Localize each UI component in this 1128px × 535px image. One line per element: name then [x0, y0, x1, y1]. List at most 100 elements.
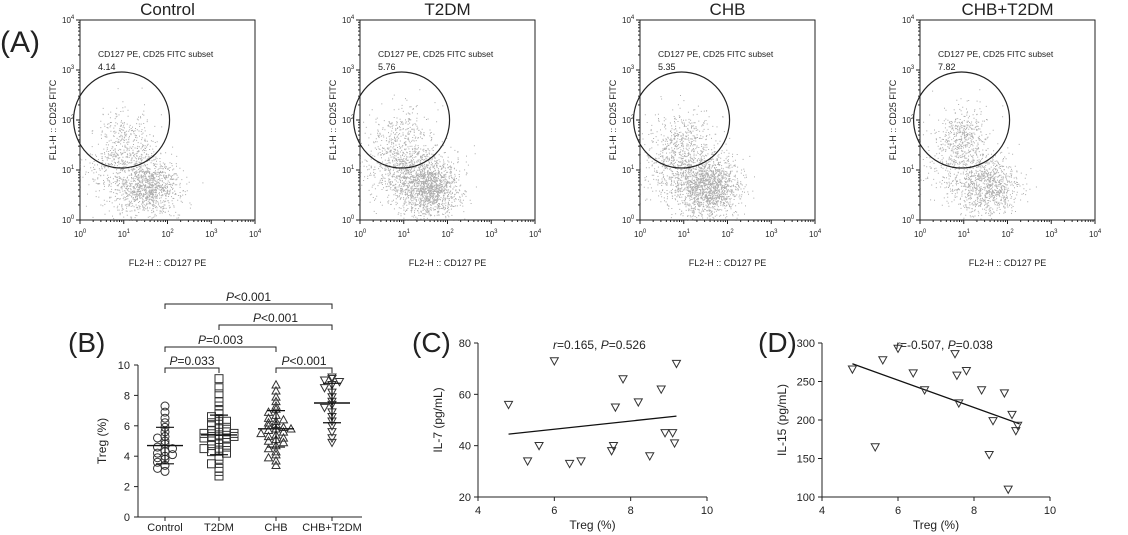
regression-line	[852, 363, 1020, 425]
data-point	[153, 433, 162, 443]
flow-plot-title: T2DM	[424, 0, 470, 19]
data-point	[263, 443, 274, 453]
x-tick-label: 104	[1089, 229, 1102, 239]
x-tick-label: 101	[398, 229, 411, 239]
data-point	[214, 389, 224, 399]
significance-bracket: P<0.001	[218, 311, 333, 330]
x-tick-label: 101	[958, 229, 971, 239]
data-point	[534, 441, 544, 451]
x-tick-exponent: 3	[1054, 229, 1058, 235]
y-tick-exponent: 1	[351, 165, 355, 171]
x-tick-label: 100	[634, 229, 647, 239]
data-point	[606, 447, 617, 456]
x-tick-label: 8	[628, 505, 634, 517]
event-dots	[360, 89, 477, 221]
bracket-line	[164, 346, 277, 352]
x-tick-exponent: 4	[1098, 229, 1102, 235]
y-tick-label: 104	[902, 15, 915, 25]
x-tick-exponent: 1	[127, 229, 131, 235]
x-tick-exponent: 0	[83, 229, 87, 235]
y-tick-label: 80	[459, 338, 471, 350]
y-tick-label: 104	[342, 15, 355, 25]
gate-label: CD127 PE, CD25 FITC subset	[658, 49, 774, 59]
flow-plot-title: Control	[140, 0, 195, 19]
data-point	[153, 453, 162, 463]
data-point	[656, 385, 667, 395]
data-point	[214, 454, 224, 464]
y-tick-label: 150	[797, 454, 815, 466]
significance-bracket: P<0.001	[164, 290, 333, 309]
gate-circle	[72, 71, 171, 169]
panel-letter: (C)	[412, 327, 451, 358]
x-tick-label: 4	[475, 505, 481, 517]
x-tick-label: 6	[895, 505, 901, 517]
data-point	[271, 449, 281, 459]
data-point	[153, 442, 162, 452]
x-tick-exponent: 3	[774, 229, 778, 235]
y-tick-label: 101	[62, 165, 75, 175]
data-point	[976, 386, 987, 395]
bracket-line	[164, 367, 220, 373]
x-tick-label: 102	[722, 229, 735, 239]
data-point	[327, 381, 337, 390]
gate-value: 7.82	[938, 62, 956, 72]
x-tick-exponent: 1	[407, 229, 411, 235]
significance-bracket: P<0.001	[275, 354, 333, 373]
y-tick-label: 250	[797, 377, 815, 389]
p-symbol: P	[226, 290, 234, 304]
x-tick-label: 103	[1045, 229, 1058, 239]
x-tick-label: 8	[971, 505, 977, 517]
data-point	[207, 459, 216, 469]
p-value-label: P<0.001	[253, 311, 298, 325]
y-tick-label: 101	[622, 165, 635, 175]
regression-line	[508, 415, 677, 435]
data-point	[327, 373, 337, 383]
data-point	[919, 386, 930, 395]
r-value: =0.165,	[557, 338, 601, 352]
x-axis-label: FL2-H :: CD127 PE	[129, 258, 207, 268]
data-point	[271, 460, 281, 470]
y-axis-label: FL1-H :: CD25 FITC	[328, 79, 338, 160]
data-point	[199, 444, 209, 454]
x-tick-exponent: 2	[1010, 229, 1014, 235]
panel-letter: (D)	[758, 327, 797, 358]
x-tick-label: 103	[485, 229, 498, 239]
event-dot-cloud	[640, 95, 758, 221]
correlation-stat: r=0.165, P=0.526	[553, 338, 646, 352]
p-value-label: P=0.003	[198, 333, 243, 347]
y-tick-exponent: 2	[631, 115, 635, 121]
x-tick-exponent: 4	[818, 229, 822, 235]
data-point	[207, 418, 216, 428]
y-axis-label: FL1-H :: CD25 FITC	[888, 79, 898, 160]
data-point	[278, 422, 289, 432]
y-tick-label: 200	[797, 415, 815, 427]
gate-value: 5.76	[378, 62, 396, 72]
data-point	[961, 367, 972, 376]
data-point	[660, 429, 670, 438]
y-axis-label: Treg (%)	[95, 418, 109, 464]
data-point	[222, 422, 231, 432]
p-value: =0.003	[206, 333, 243, 347]
group-0	[147, 401, 183, 476]
data-point	[877, 356, 888, 365]
correlation-stat: r=-0.507, P=0.038	[896, 338, 993, 352]
x-category-label: CHB	[264, 522, 287, 534]
data-point	[271, 379, 281, 389]
data-point	[160, 413, 170, 423]
data-point	[222, 442, 231, 452]
x-axis-label: Treg (%)	[569, 518, 615, 532]
p-value: <0.001	[234, 290, 271, 304]
data-point	[633, 398, 644, 408]
data-point	[671, 359, 682, 369]
x-tick-exponent: 2	[730, 229, 734, 235]
y-tick-label: 10	[118, 360, 130, 372]
data-point	[263, 425, 274, 435]
y-tick-label: 100	[342, 215, 355, 225]
x-tick-exponent: 3	[494, 229, 498, 235]
x-tick-label: 102	[1002, 229, 1015, 239]
y-tick-label: 2	[124, 482, 130, 494]
p-value-label: P<0.001	[281, 354, 326, 368]
y-tick-exponent: 3	[71, 65, 75, 71]
data-point	[199, 428, 209, 438]
